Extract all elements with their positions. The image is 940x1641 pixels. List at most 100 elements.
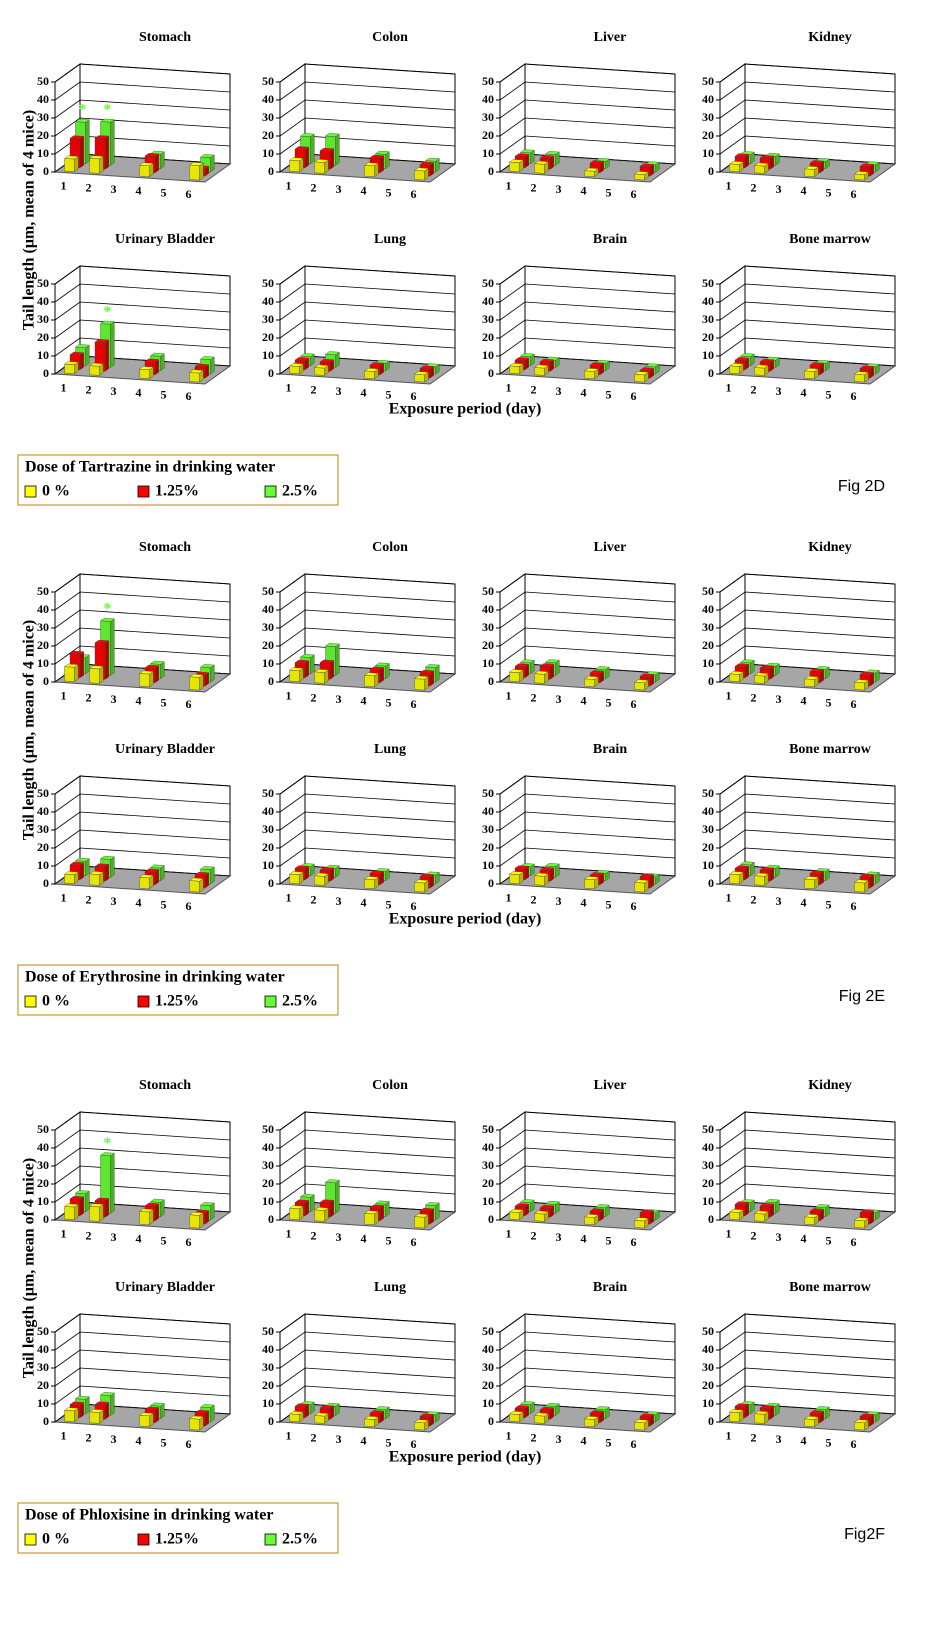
y-tick-label: 10: [482, 1194, 494, 1208]
y-tick-label: 20: [702, 638, 714, 652]
grid-line: [279, 811, 456, 831]
y-tick-label: 20: [262, 128, 274, 142]
x-tick-label: 5: [606, 387, 612, 401]
x-tick-label: 5: [826, 185, 832, 199]
y-tick-label: 0: [708, 1414, 714, 1428]
y-tick-label: 30: [37, 110, 49, 124]
x-tick-label: 5: [386, 1233, 392, 1247]
grid-line: [719, 99, 896, 119]
bar-front: [634, 882, 645, 893]
x-tick-label: 6: [411, 389, 417, 403]
y-tick-label: 20: [482, 1378, 494, 1392]
bar-front: [854, 681, 865, 691]
x-tick-label: 3: [336, 692, 342, 706]
grid-line: [279, 81, 456, 101]
legend-swatch: [137, 485, 150, 498]
y-tick-label: 10: [262, 858, 274, 872]
bar-front: [189, 372, 200, 383]
chart-title: Lung: [374, 232, 406, 247]
x-tick-label: 1: [286, 1429, 292, 1443]
y-tick-label: 40: [702, 1140, 714, 1154]
y-tick-label: 50: [262, 786, 274, 800]
x-tick-label: 4: [361, 1434, 367, 1448]
x-tick-label: 2: [86, 690, 92, 704]
grid-line: [54, 265, 231, 285]
chart-title: Colon: [372, 540, 408, 555]
y-tick-label: 30: [262, 312, 274, 326]
y-tick-label: 10: [262, 656, 274, 670]
bar-front: [534, 875, 545, 886]
x-tick-label: 3: [776, 1432, 782, 1446]
chart-title: Liver: [594, 1078, 627, 1093]
y-tick-label: 10: [702, 348, 714, 362]
x-tick-label: 3: [111, 182, 117, 196]
y-tick-label: 50: [482, 786, 494, 800]
bar: [413, 1419, 429, 1431]
y-tick-label: 30: [37, 620, 49, 634]
x-tick-label: 2: [751, 690, 757, 704]
y-tick-label: 30: [702, 822, 714, 836]
bar-side: [154, 1203, 160, 1222]
bar: [533, 872, 549, 886]
x-tick-label: 3: [556, 1230, 562, 1244]
bar-front: [729, 365, 740, 374]
bar: [728, 1409, 744, 1423]
x-tick-label: 1: [286, 689, 292, 703]
grid-line: [499, 1147, 676, 1167]
bar-side: [310, 133, 315, 165]
bar: [533, 364, 549, 376]
bar-front: [634, 373, 645, 383]
bar: [138, 874, 154, 890]
y-tick-label: 50: [482, 1122, 494, 1136]
x-tick-label: 1: [726, 891, 732, 905]
bar: [633, 679, 649, 691]
x-tick-label: 2: [531, 1430, 537, 1444]
x-tick-label: 6: [851, 187, 857, 201]
bar-front: [854, 1421, 865, 1431]
bar: [363, 1415, 379, 1428]
y-axis-label: Tail length (μm, mean of 4 mice): [21, 1158, 38, 1378]
y-tick-label: 30: [702, 312, 714, 326]
y-tick-label: 40: [482, 602, 494, 616]
bar: [508, 871, 524, 885]
bar-front: [89, 668, 100, 684]
y-tick-label: 10: [702, 1194, 714, 1208]
grid-line: [719, 609, 896, 629]
y-tick-label: 20: [37, 1176, 49, 1190]
chart-title: Stomach: [139, 1078, 191, 1093]
grid-line: [279, 1385, 456, 1405]
x-tick-label: 1: [506, 179, 512, 193]
bar-side: [104, 1198, 110, 1218]
chart-title: Bone marrow: [789, 1280, 872, 1295]
y-tick-label: 10: [37, 1194, 49, 1208]
x-tick-label: 4: [581, 1434, 587, 1448]
y-tick-label: 0: [268, 366, 274, 380]
x-tick-label: 6: [186, 1235, 192, 1249]
bar-front: [534, 1213, 545, 1222]
y-tick-label: 50: [37, 584, 49, 598]
bar-front: [754, 675, 765, 684]
bar-front: [139, 1211, 150, 1225]
bar: [728, 871, 744, 885]
y-tick-label: 30: [37, 312, 49, 326]
grid-line: [54, 1183, 231, 1203]
bar: [853, 1217, 869, 1229]
grid-line: [54, 1349, 231, 1369]
x-tick-label: 5: [826, 1435, 832, 1449]
y-tick-label: 50: [37, 74, 49, 88]
y-tick-label: 30: [482, 1158, 494, 1172]
y-tick-label: 0: [708, 164, 714, 178]
bar: [188, 673, 204, 691]
x-tick-label: 4: [361, 896, 367, 910]
grid-line: [54, 99, 231, 119]
y-tick-label: 50: [482, 74, 494, 88]
y-tick-label: 50: [702, 1122, 714, 1136]
x-tick-label: 2: [531, 180, 537, 194]
bar-side: [310, 1194, 315, 1213]
bar-front: [314, 1209, 325, 1222]
x-tick-label: 3: [336, 182, 342, 196]
x-tick-label: 1: [726, 179, 732, 193]
x-tick-label: 5: [161, 897, 167, 911]
grid-line: [719, 319, 896, 339]
legend-swatch: [24, 995, 37, 1008]
